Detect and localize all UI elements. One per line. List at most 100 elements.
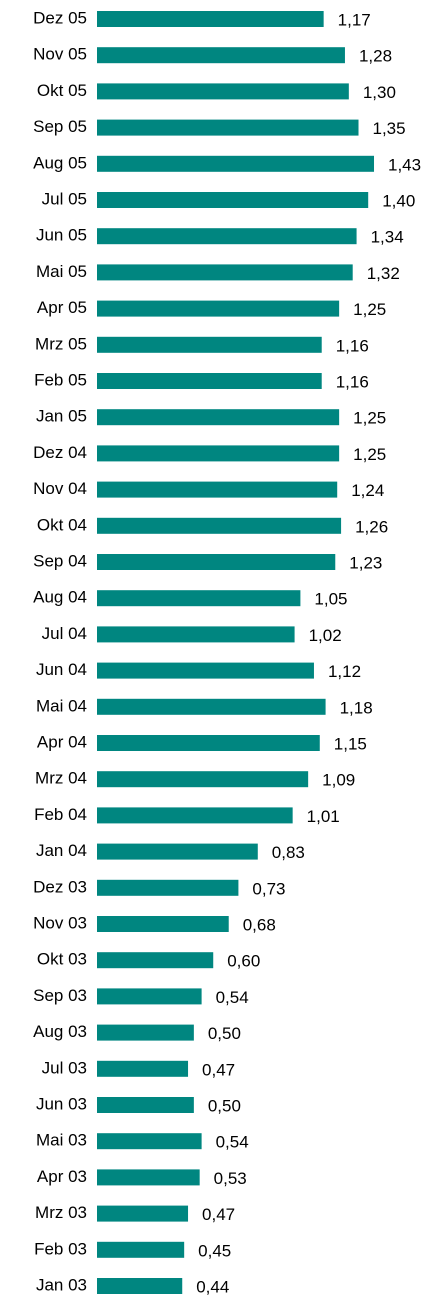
value-label: 1,25 [353,300,386,319]
value-label: 0,73 [252,879,285,898]
bar [97,1278,183,1294]
bar [97,155,375,172]
category-label: Sep 04 [33,551,87,570]
bar [97,1133,202,1150]
value-label: 1,32 [367,264,400,283]
value-label: 1,30 [363,83,396,102]
bar [97,1205,189,1222]
bar [97,11,324,27]
value-label: 1,25 [353,409,386,428]
category-label: Feb 05 [34,370,87,389]
category-label: Sep 03 [33,986,87,1005]
bar [97,916,229,932]
bar [97,952,214,969]
value-label: 0,53 [214,1169,247,1188]
category-label: Feb 03 [34,1239,87,1258]
value-label: 0,54 [216,1133,249,1152]
category-label: Jul 03 [42,1058,87,1077]
category-label: Okt 04 [37,515,87,534]
value-label: 0,47 [202,1205,235,1224]
category-label: Apr 04 [37,732,87,751]
bar [97,192,369,208]
bar [97,481,338,498]
category-label: Mai 03 [36,1131,87,1150]
bar [97,119,359,136]
category-label: Mai 04 [36,696,87,715]
category-label: Sep 05 [33,117,87,136]
category-label: Mrz 05 [35,334,87,353]
bar [97,445,340,462]
value-label: 1,17 [338,10,371,29]
bar [97,590,301,607]
category-label: Jan 04 [36,841,87,860]
category-label: Mai 05 [36,262,87,281]
category-label: Nov 03 [33,913,87,932]
value-label: 1,43 [388,155,421,174]
value-label: 1,01 [307,807,340,826]
bar [97,1241,185,1258]
category-label: Jul 04 [42,624,87,643]
bar [97,662,314,679]
value-label: 0,68 [243,915,276,934]
value-label: 1,26 [355,517,388,536]
bar [97,264,353,281]
bar [97,843,258,860]
category-label: Jan 05 [36,407,87,426]
bar [97,698,326,715]
category-label: Dez 05 [33,8,87,27]
bar [97,554,336,570]
bar [97,373,322,389]
category-label: Jun 05 [36,226,87,245]
value-label: 1,12 [328,662,361,681]
bar [97,47,345,64]
bar [97,626,295,643]
bar [97,735,320,751]
category-label: Aug 05 [33,153,87,172]
value-label: 1,24 [351,481,384,500]
value-label: 1,16 [336,336,369,355]
bar [97,300,340,317]
category-label: Nov 05 [33,45,87,64]
bar [97,1024,194,1041]
bar [97,771,309,788]
category-label: Aug 04 [33,588,87,607]
value-label: 0,50 [208,1096,241,1115]
category-label: Dez 03 [33,877,87,896]
value-label: 1,05 [314,590,347,609]
bar [97,1097,194,1113]
category-label: Nov 04 [33,479,87,498]
value-label: 1,40 [382,191,415,210]
bar [97,336,322,353]
bar [97,807,293,824]
value-label: 1,15 [334,734,367,753]
bar [97,879,239,896]
value-label: 0,50 [208,1024,241,1043]
bar [97,83,349,100]
category-label: Aug 03 [33,1022,87,1041]
value-label: 0,45 [198,1241,231,1260]
category-label: Apr 03 [37,1167,87,1186]
value-label: 1,18 [340,698,373,717]
value-label: 0,44 [196,1277,229,1296]
category-label: Okt 05 [37,81,87,100]
bar [97,228,357,245]
value-label: 1,23 [349,553,382,572]
bar [97,1169,200,1186]
category-label: Mrz 03 [35,1203,87,1222]
value-label: 1,28 [359,47,392,66]
category-label: Dez 04 [33,443,87,462]
bar [97,988,202,1005]
value-label: 0,83 [272,843,305,862]
bar [97,517,342,534]
bar [97,409,340,426]
value-label: 1,02 [309,626,342,645]
value-label: 1,16 [336,372,369,391]
value-label: 1,09 [322,771,355,790]
category-label: Jan 03 [36,1275,87,1294]
value-label: 0,47 [202,1060,235,1079]
value-label: 1,25 [353,445,386,464]
bar [97,1060,189,1077]
category-label: Okt 03 [37,950,87,969]
